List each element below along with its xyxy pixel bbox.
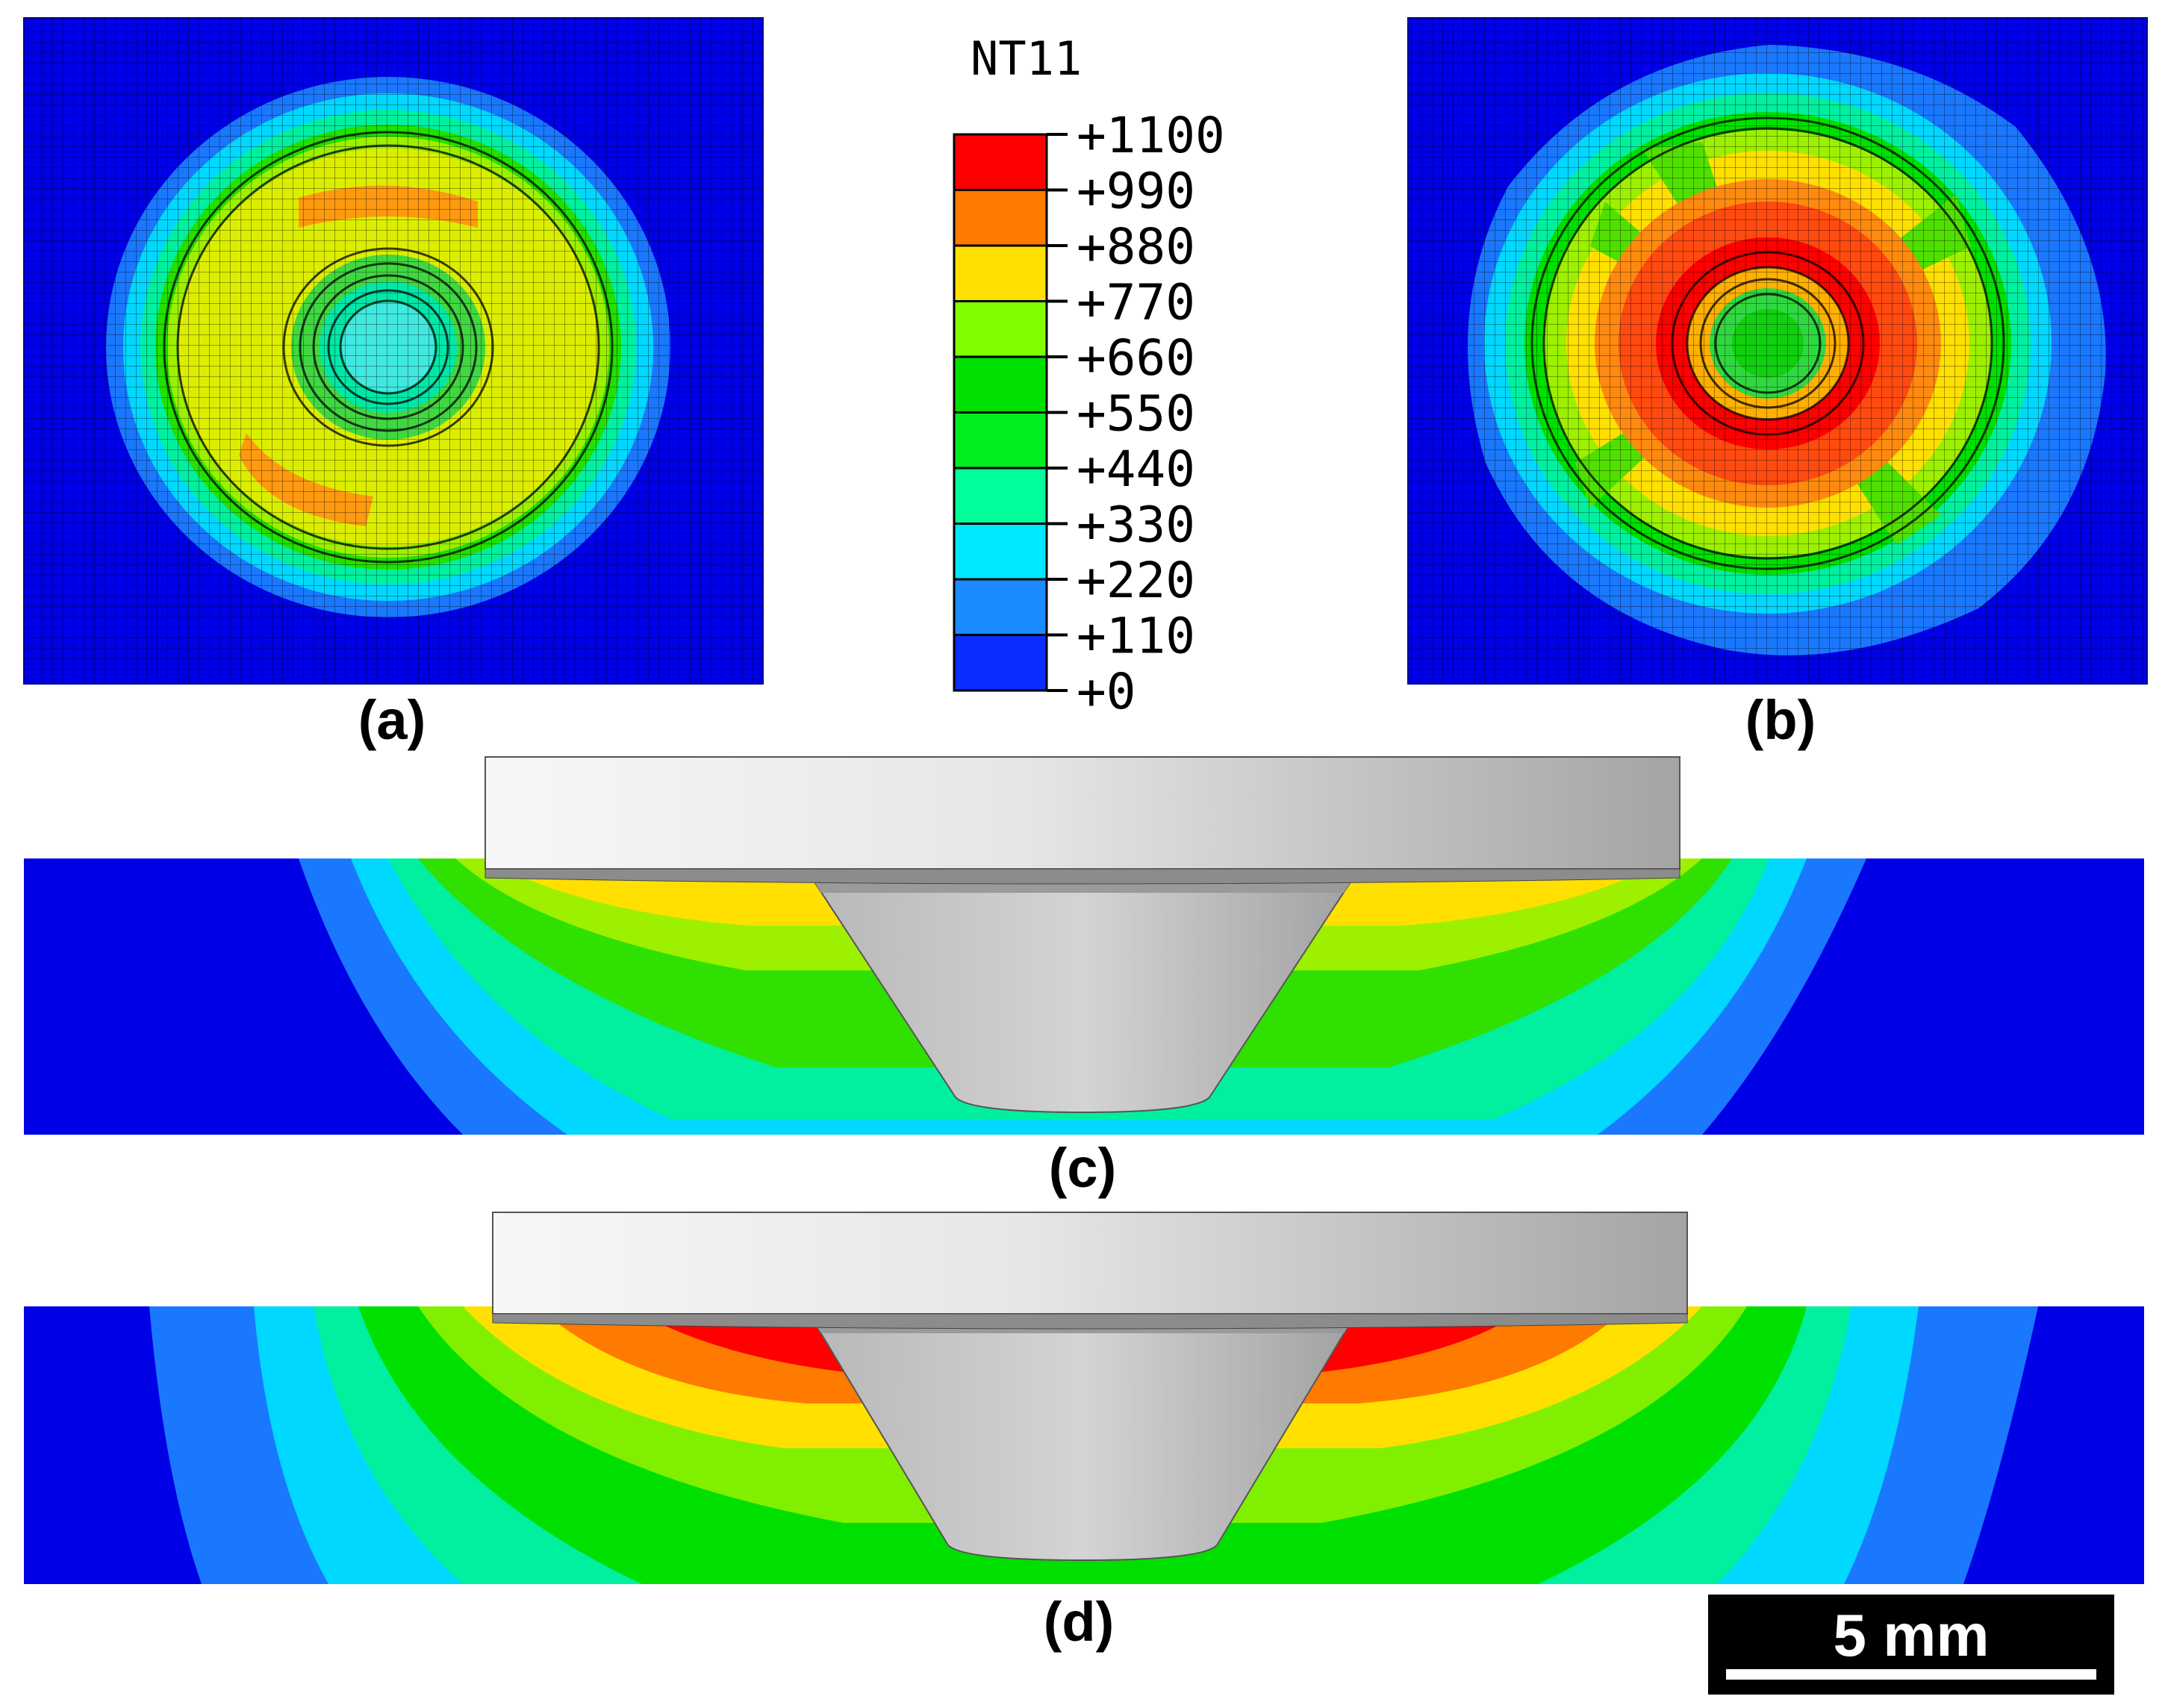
panel-a-frame: [23, 17, 764, 685]
panel-d-tool-shoulder: [492, 1212, 1688, 1315]
legend-label: +220: [1077, 552, 1195, 609]
legend-band-990: [953, 189, 1048, 247]
temperature-legend: NT11 +1100+990+880+770+660+550+440+330+22…: [953, 31, 1225, 720]
legend-band-550: [953, 411, 1048, 470]
panel-c-tool-pin: [812, 880, 1353, 1114]
scale-bar-label: 5 mm: [1834, 1602, 1990, 1668]
legend-band-770: [953, 300, 1048, 358]
legend-title: NT11: [971, 31, 1082, 86]
legend-label: +330: [1077, 496, 1195, 554]
caption-a: (a): [358, 689, 426, 751]
legend-label: +660: [1077, 329, 1195, 387]
panel-a-contour: [24, 18, 763, 684]
legend-label: +550: [1077, 385, 1195, 443]
legend-band-1100: [953, 133, 1048, 191]
legend-label: +990: [1077, 163, 1195, 220]
caption-b: (b): [1745, 689, 1816, 751]
legend-band-660: [953, 355, 1048, 414]
scale-bar-line: [1726, 1669, 2096, 1680]
panel-c-tool-shoulder: [485, 756, 1680, 870]
legend-band-440: [953, 467, 1048, 525]
panel-b-contour: [1408, 18, 2147, 684]
panel-b-frame: [1407, 17, 2148, 685]
legend-label: +110: [1077, 608, 1195, 665]
panel-c-tool: [485, 756, 1680, 1114]
legend-label: +880: [1077, 218, 1195, 275]
scale-bar: 5 mm: [1708, 1595, 2114, 1695]
legend-label: +440: [1077, 440, 1195, 498]
panel-d-tool-pin: [812, 1321, 1353, 1562]
legend-label: +1100: [1077, 107, 1225, 164]
caption-d: (d): [1044, 1591, 1115, 1653]
legend-band-220: [953, 578, 1048, 636]
panel-d-tool: [492, 1212, 1688, 1562]
legend-label: +0: [1077, 663, 1136, 720]
legend-band-880: [953, 244, 1048, 302]
legend-band-110: [953, 634, 1048, 692]
legend-band-330: [953, 523, 1048, 581]
caption-c: (c): [1049, 1137, 1116, 1199]
legend-label: +770: [1077, 274, 1195, 331]
